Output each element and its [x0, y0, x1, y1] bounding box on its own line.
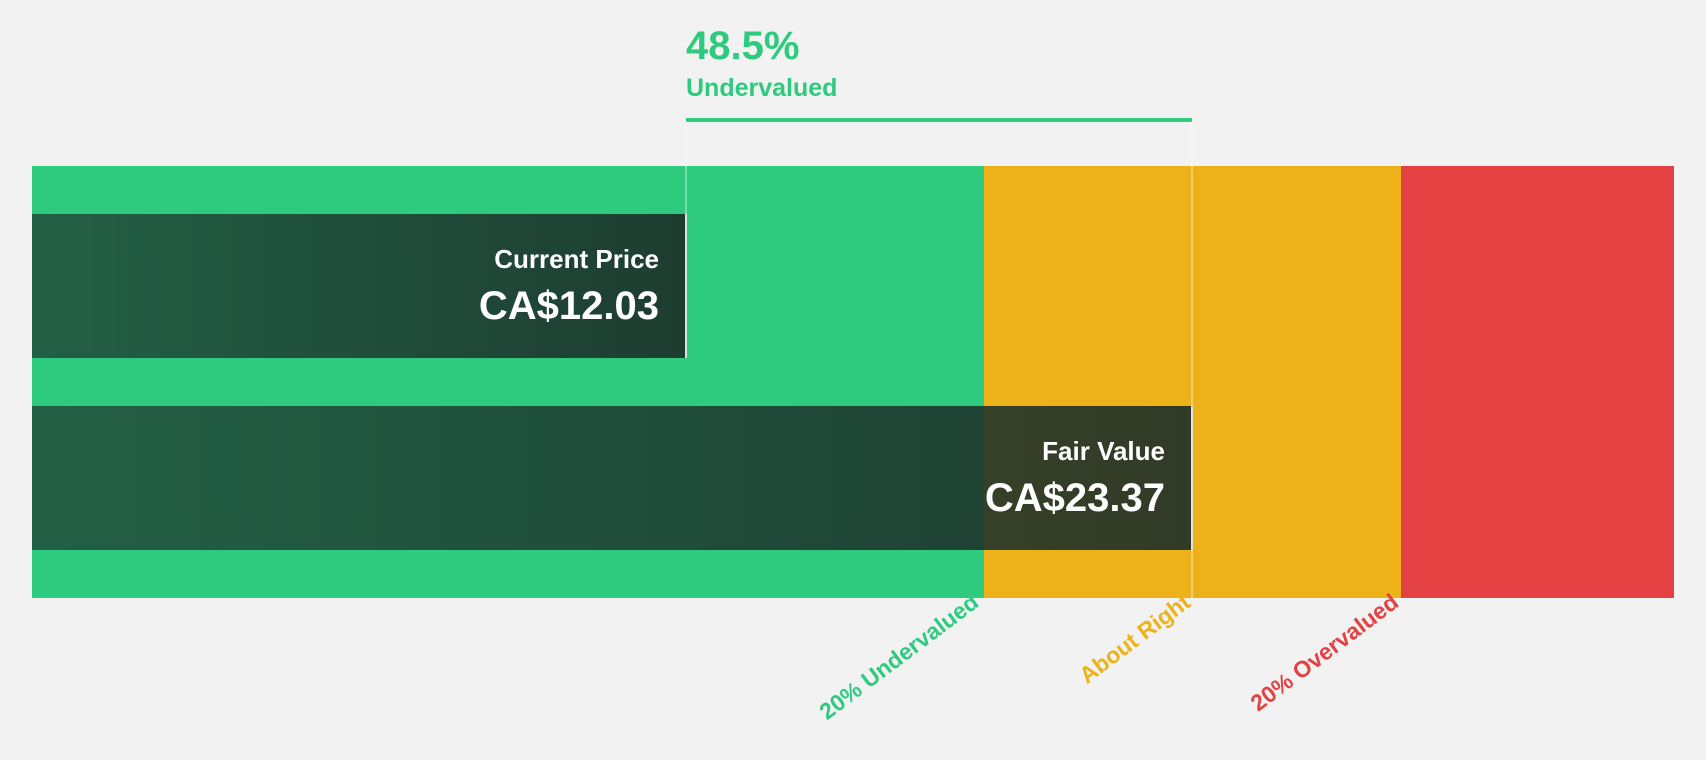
- fair-value-bar-edge: [1191, 406, 1193, 550]
- discount-bracket-line: [686, 118, 1192, 122]
- fair-value-title: Fair Value: [1042, 436, 1165, 466]
- valuation-verdict: Undervalued: [686, 74, 838, 102]
- discount-percentage: 48.5%: [686, 24, 800, 68]
- zone-label-about-right: About Right: [1074, 588, 1196, 689]
- fair-value-bar: Fair Value CA$23.37: [32, 406, 1193, 550]
- fair-value-guide-line: [1191, 121, 1193, 598]
- current-price-bar: Current Price CA$12.03: [32, 214, 687, 358]
- zone-overvalued: [1401, 166, 1674, 598]
- zone-label-overvalued: 20% Overvalued: [1245, 588, 1404, 717]
- zone-label-undervalued: 20% Undervalued: [814, 588, 984, 725]
- current-price-bar-edge: [685, 214, 687, 358]
- fair-value-value: CA$23.37: [984, 476, 1165, 520]
- current-price-value: CA$12.03: [478, 284, 659, 328]
- current-price-title: Current Price: [494, 244, 659, 274]
- current-price-guide-line: [685, 121, 687, 214]
